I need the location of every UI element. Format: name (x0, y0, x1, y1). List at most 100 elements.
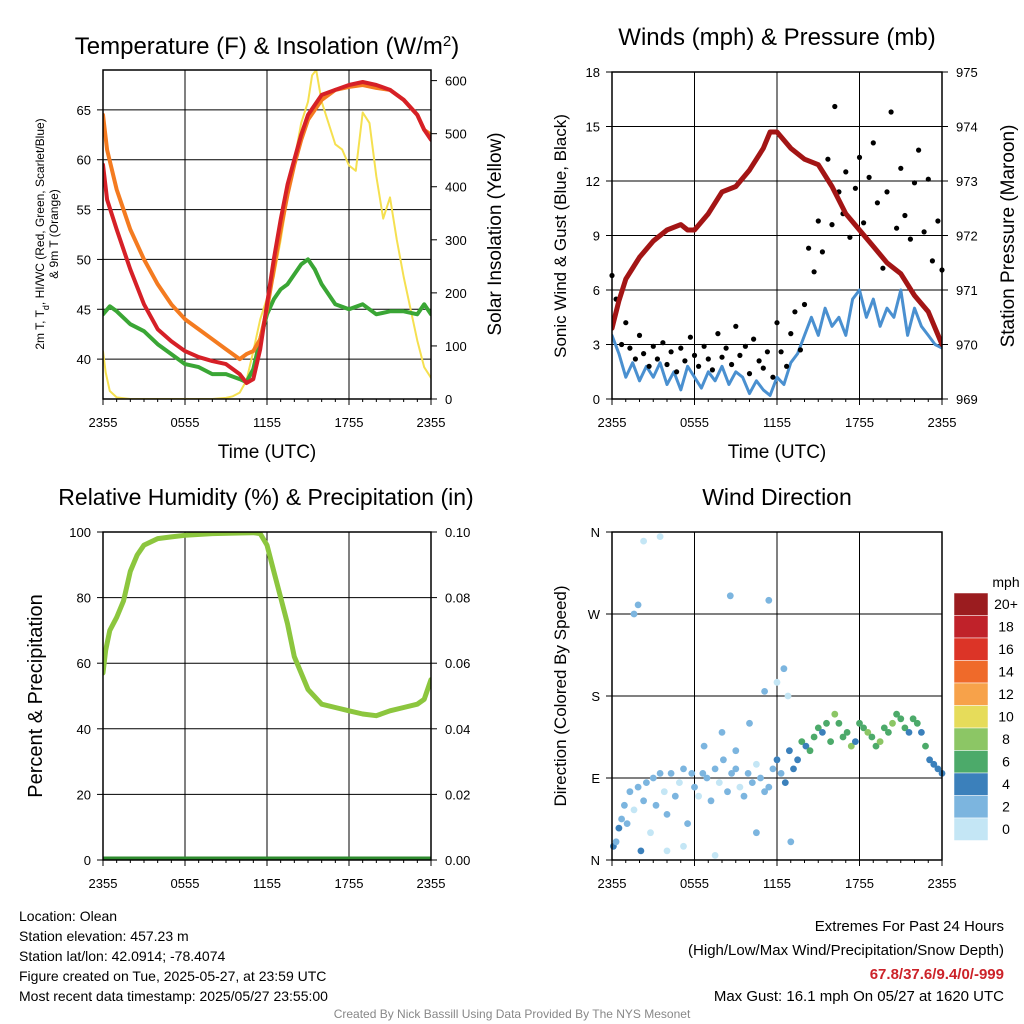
gust-point (760, 365, 766, 371)
gust-point (902, 212, 908, 219)
direction-point (847, 742, 855, 750)
gust-point (852, 185, 859, 191)
gust-point (654, 356, 661, 362)
gust-point (829, 222, 835, 228)
chart-title: Winds (mph) & Pressure (mb) (618, 24, 935, 51)
direction-point (765, 783, 773, 791)
gust-point (861, 220, 867, 226)
legend-swatch (953, 772, 989, 796)
gust-point (792, 309, 798, 315)
gust-point (674, 369, 680, 375)
x-axis-label: Time (UTC) (728, 442, 827, 463)
title-tail: ) (451, 33, 459, 60)
legend-label: 12 (998, 686, 1014, 702)
info-recent: Most recent data timestamp: 2025/05/27 2… (19, 988, 328, 1004)
direction-point (626, 788, 634, 796)
gust-point (784, 363, 790, 369)
legend-label: 4 (1002, 776, 1010, 792)
direction-point (618, 815, 625, 823)
direction-point (740, 792, 748, 800)
title-superscript: 2 (443, 33, 451, 50)
gust-point (819, 249, 826, 255)
legend-swatch (953, 705, 989, 729)
x-tick-label: 1155 (253, 876, 281, 891)
direction-point (926, 756, 933, 764)
y2-tick-label: 600 (445, 74, 467, 89)
gust-point (770, 374, 776, 380)
x-tick-label: 1755 (845, 876, 874, 891)
gust-point (935, 218, 941, 224)
direction-point (736, 783, 744, 791)
legend-label: 0 (1002, 821, 1010, 837)
gust-point (911, 180, 918, 186)
legend-title: mph (992, 574, 1019, 590)
direction-point (823, 719, 830, 727)
gust-point (627, 345, 633, 351)
gust-point (660, 340, 666, 346)
y2-tick-label: 974 (956, 120, 978, 135)
y-axis-label-group: 2m T, Td, HI/WC (Red, Green, Scarlet/Blu… (33, 118, 61, 349)
direction-point (922, 742, 929, 750)
x-tick-label: 2355 (928, 415, 957, 430)
direction-point (913, 719, 921, 727)
gust-point (788, 331, 794, 337)
gust-point (715, 331, 721, 337)
extremes-title: Extremes For Past 24 Hours (814, 918, 1004, 935)
y-tick-label: 20 (77, 787, 91, 802)
gust-point (650, 343, 656, 349)
gust-point (756, 358, 762, 364)
x-tick-label: 1155 (253, 415, 281, 430)
y2-tick-label: 0.00 (445, 853, 470, 868)
direction-point (839, 733, 847, 741)
direction-point (893, 710, 900, 718)
direction-point (806, 747, 814, 755)
x-tick-label: 1155 (763, 415, 791, 430)
direction-point (688, 770, 696, 777)
legend-swatch (953, 750, 989, 774)
direction-point (640, 537, 647, 545)
direction-point (732, 765, 740, 773)
direction-point (757, 774, 764, 782)
plot-frame (611, 531, 943, 861)
direction-point (843, 729, 851, 736)
direction-point (790, 765, 797, 773)
extremes-subtitle: (High/Low/Max Wind/Precipitation/Snow De… (688, 942, 1004, 959)
gust-point (709, 367, 716, 373)
y-tick-label: 12 (586, 174, 600, 189)
x-tick-label: 0555 (680, 415, 709, 430)
legend-swatch (953, 817, 989, 841)
gust-point (636, 332, 643, 338)
direction-point (643, 779, 650, 786)
direction-point (656, 770, 664, 777)
extremes-max-gust: Max Gust: 16.1 mph On 05/27 at 1620 UTC (713, 988, 1004, 1005)
direction-point (897, 715, 905, 723)
y2-tick-label: 0.02 (445, 787, 470, 802)
y-tick-label: S (591, 689, 600, 704)
direction-point (856, 719, 863, 727)
direction-point (691, 783, 698, 791)
x-tick-label: 1755 (335, 876, 364, 891)
x-tick-label: 1155 (763, 876, 791, 891)
subscript-d: d (41, 305, 51, 310)
direction-point (724, 788, 731, 796)
series-line-rh (103, 532, 431, 719)
y-tick-label: N (591, 853, 600, 868)
direction-point (872, 742, 880, 750)
direction-point (663, 811, 671, 818)
direction-point (876, 738, 884, 745)
y-tick-label: 55 (77, 203, 91, 218)
gust-point (742, 343, 749, 349)
y-axis-label: Percent & Precipitation (25, 594, 47, 797)
direction-point (814, 724, 822, 732)
gust-point (705, 356, 711, 362)
direction-point (930, 760, 938, 768)
y2-tick-label: 972 (956, 229, 978, 244)
gust-point (723, 345, 729, 351)
direction-point (715, 779, 723, 786)
gust-point (682, 358, 688, 364)
y2-tick-label: 0.08 (445, 591, 470, 606)
direction-point (656, 533, 664, 540)
x-tick-label: 2355 (598, 876, 627, 891)
legend-label: 20+ (994, 596, 1018, 612)
